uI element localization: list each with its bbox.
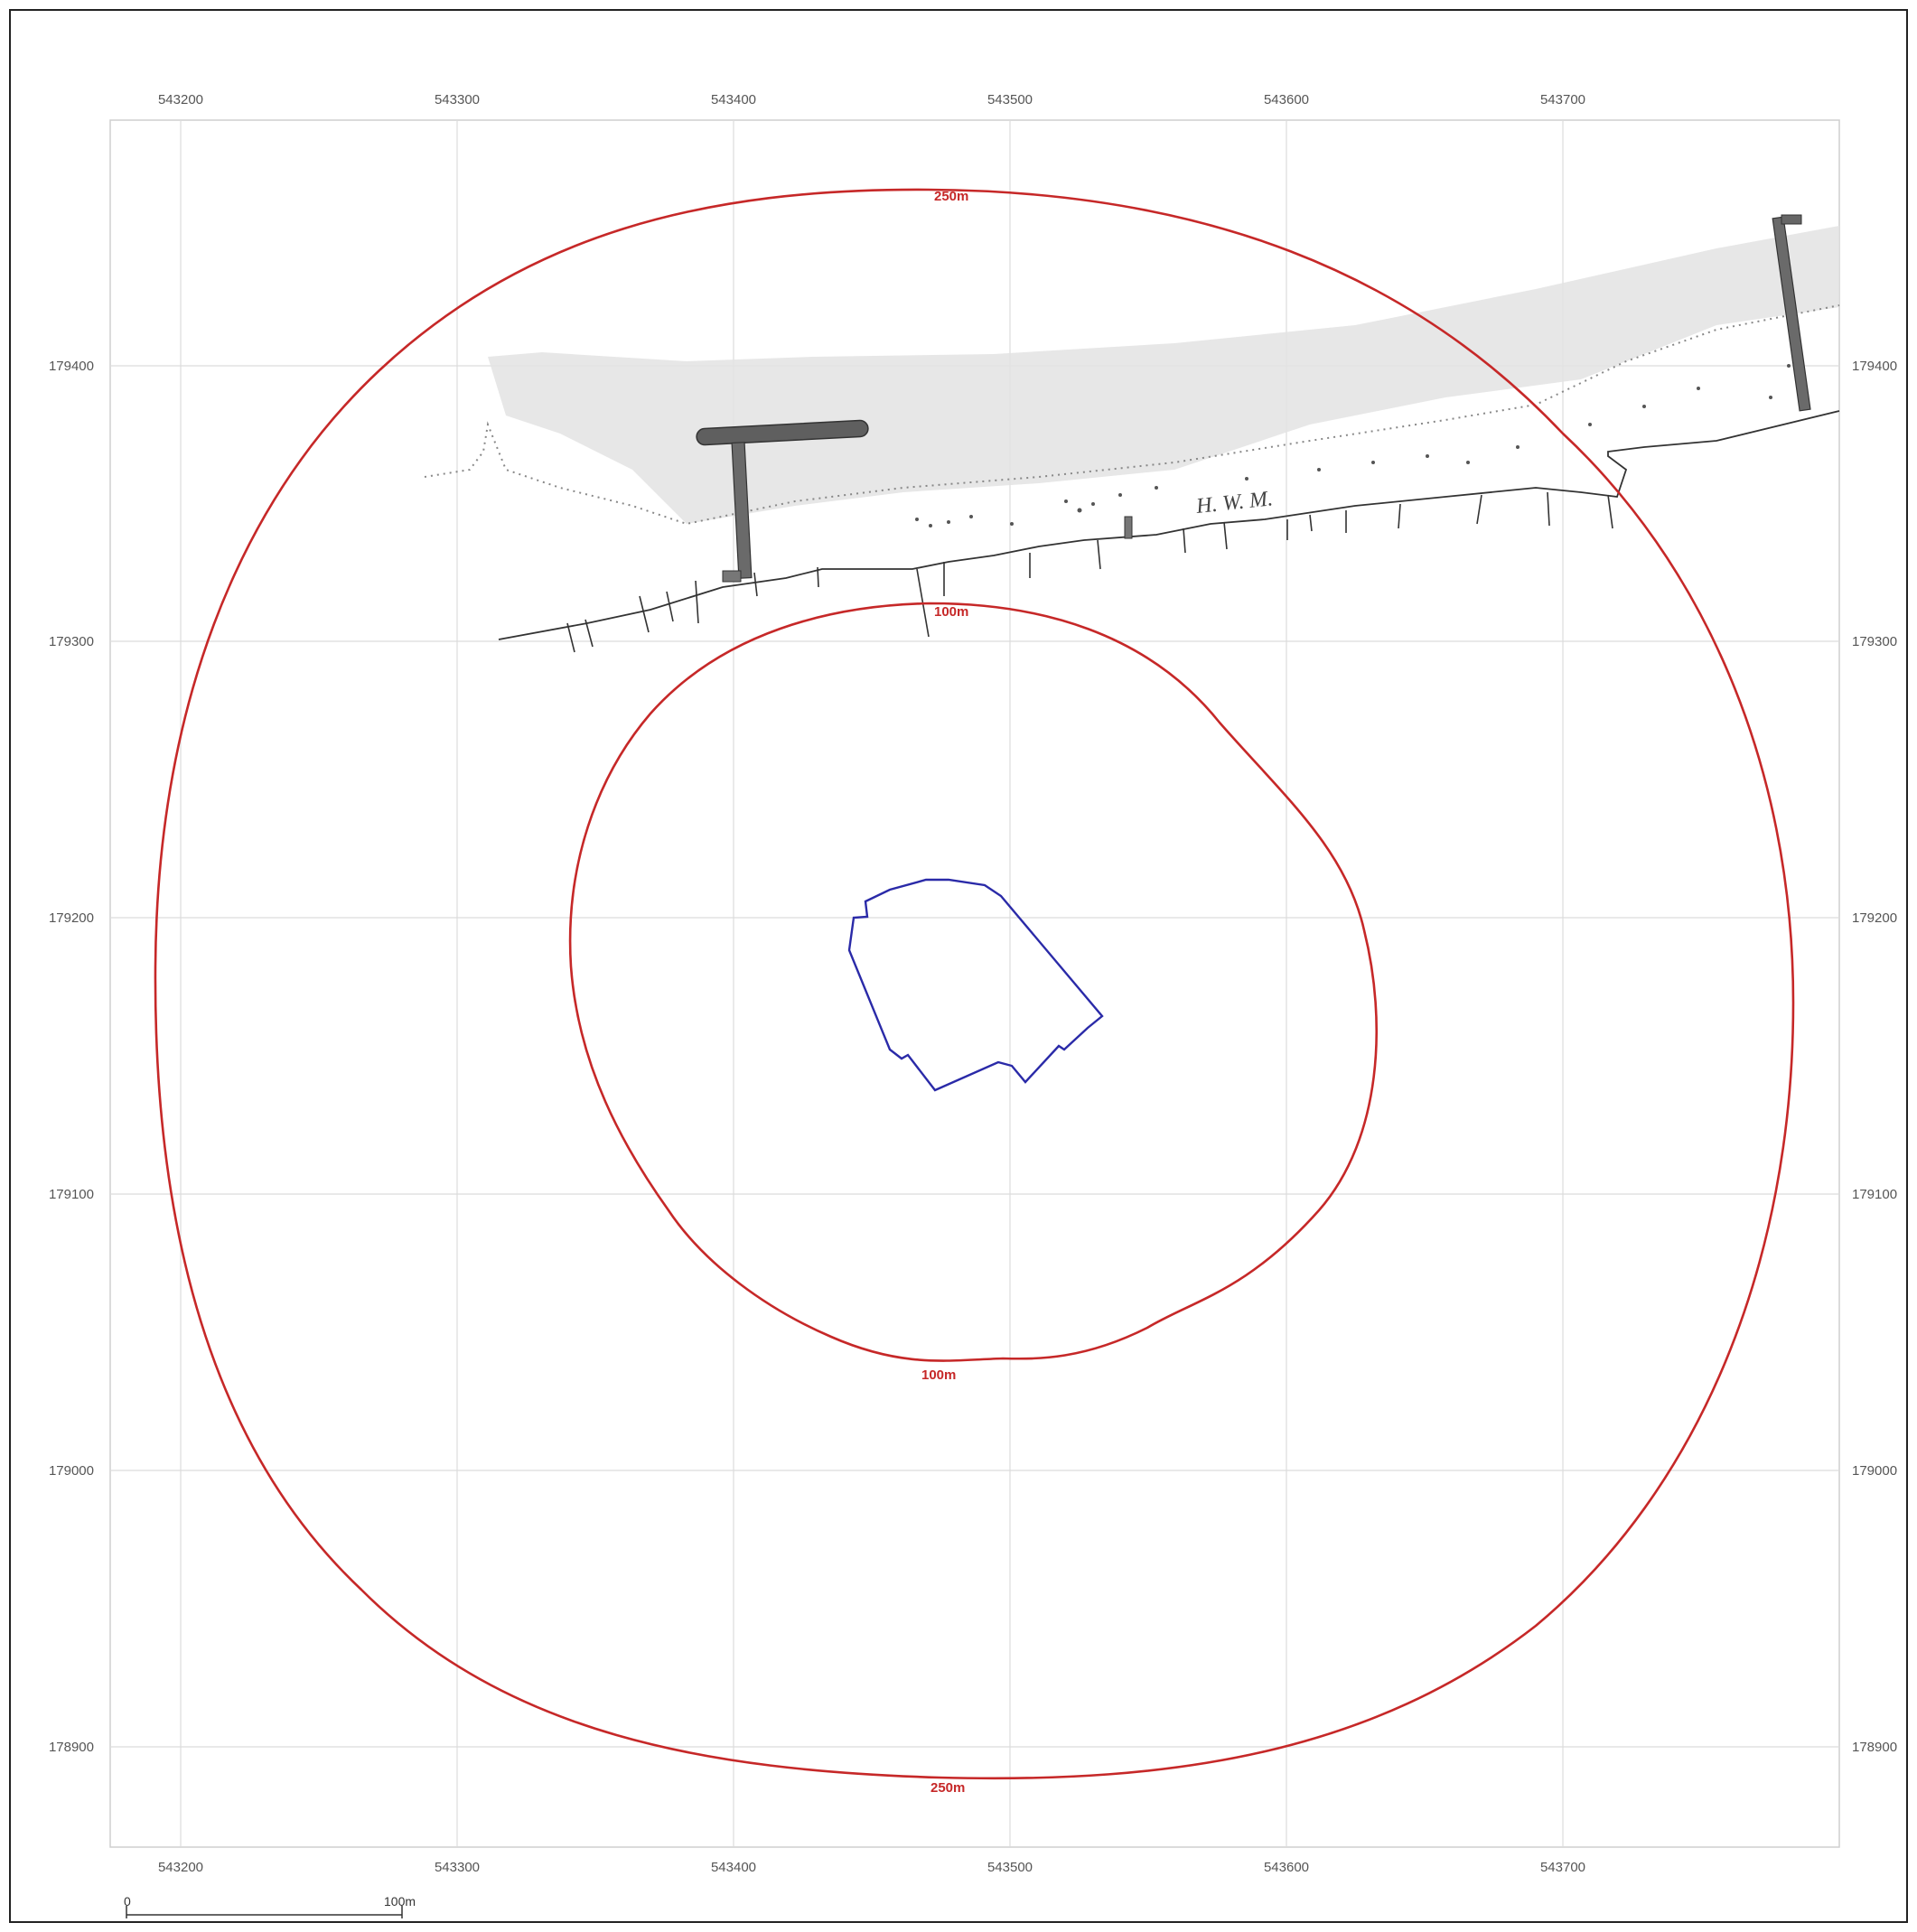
easting-top-543700: 543700: [1540, 92, 1585, 107]
west-pier: [696, 419, 869, 583]
northing-right-179400: 179400: [1852, 359, 1897, 374]
scale-start-label: 0: [124, 1894, 131, 1909]
buffer-100m: [568, 602, 1378, 1362]
buffer-250m: [154, 188, 1795, 1780]
shoreline: [498, 410, 1840, 640]
easting-top-543300: 543300: [435, 92, 480, 107]
label-100m-bottom: 100m: [921, 1367, 956, 1383]
easting-bottom-543600: 543600: [1264, 1860, 1309, 1875]
northing-left-178900: 178900: [49, 1740, 94, 1755]
foreshore-shading: [488, 226, 1839, 524]
northing-left-179000: 179000: [49, 1463, 94, 1479]
low-water-line: [424, 304, 1840, 526]
groyne-structure: [1124, 516, 1133, 539]
site-boundary: [847, 878, 1104, 1092]
northing-left-179100: 179100: [49, 1187, 94, 1202]
easting-bottom-543400: 543400: [711, 1860, 756, 1875]
northing-left-179400: 179400: [49, 359, 94, 374]
foreshore-marks: [915, 364, 1791, 527]
easting-top-543200: 543200: [158, 92, 203, 107]
northing-right-179000: 179000: [1852, 1463, 1897, 1479]
easting-bottom-543700: 543700: [1540, 1860, 1585, 1875]
easting-top-543500: 543500: [987, 92, 1033, 107]
label-250m-bottom: 250m: [930, 1780, 965, 1796]
easting-bottom-543500: 543500: [987, 1860, 1033, 1875]
northing-left-179300: 179300: [49, 634, 94, 649]
east-pier: [1772, 214, 1811, 412]
easting-top-543400: 543400: [711, 92, 756, 107]
scale-bar: 0 100m: [124, 1894, 416, 1918]
label-250m-top: 250m: [934, 189, 968, 204]
easting-top-543600: 543600: [1264, 92, 1309, 107]
hwm-label: H. W. M.: [1194, 487, 1274, 518]
scale-end-label: 100m: [384, 1894, 416, 1909]
map-frame: [9, 9, 1908, 1923]
easting-bottom-543200: 543200: [158, 1860, 203, 1875]
easting-bottom-543300: 543300: [435, 1860, 480, 1875]
groynes: [566, 491, 1613, 653]
northing-right-179100: 179100: [1852, 1187, 1897, 1202]
label-100m-top: 100m: [934, 604, 968, 620]
northing-left-179200: 179200: [49, 910, 94, 926]
grid-lines: [110, 120, 1839, 1847]
map-area-border: [109, 119, 1840, 1848]
northing-right-179300: 179300: [1852, 634, 1897, 649]
northing-right-179200: 179200: [1852, 910, 1897, 926]
northing-right-178900: 178900: [1852, 1740, 1897, 1755]
